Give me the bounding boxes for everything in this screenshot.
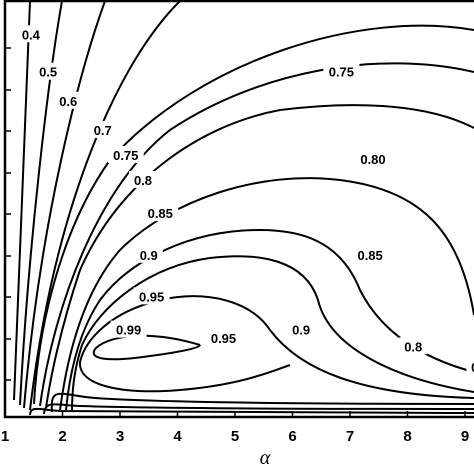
contour-labels: 0.40.50.60.70.750.750.80.80.800.850.850.… <box>16 25 474 376</box>
contour-label: 0.85 <box>357 248 382 263</box>
contour-label-background <box>34 62 63 80</box>
contour-line <box>92 334 201 361</box>
contour-line <box>45 104 474 409</box>
contour-label-background <box>205 328 242 346</box>
contour-label-background <box>88 120 117 138</box>
contour-label: 0.75 <box>329 65 354 80</box>
contour-label: 0.4 <box>22 27 41 42</box>
contour-label: 0. <box>471 360 474 375</box>
contour-line <box>65 228 474 411</box>
contour-label: 0.8 <box>404 339 422 354</box>
contour-line <box>29 0 181 411</box>
contour-label-background <box>134 245 163 263</box>
x-tick-label: 4 <box>173 428 182 445</box>
contour-label-background <box>133 287 170 305</box>
contour-line <box>13 0 31 401</box>
x-tick-label: 1 <box>1 428 9 445</box>
x-tick-label: 3 <box>116 428 124 445</box>
contour-label: 0.75 <box>113 148 138 163</box>
contour-label-background <box>466 358 474 376</box>
contour-line <box>50 392 474 413</box>
contour-label: 0.95 <box>211 331 236 346</box>
contour-label-background <box>142 204 179 222</box>
plot-frame <box>3 0 474 419</box>
contour-label: 0.6 <box>59 94 77 109</box>
contour-label-background <box>54 91 83 109</box>
contour-line <box>71 255 474 413</box>
contour-label: 0.8 <box>134 173 152 188</box>
contour-label-background <box>107 145 144 163</box>
contour-line <box>43 403 474 415</box>
x-axis-title: α <box>260 447 271 469</box>
contour-line <box>29 407 474 416</box>
contour-label-background <box>110 320 147 338</box>
contour-label-background <box>129 170 157 188</box>
contour-label: 0.7 <box>94 123 112 138</box>
contour-line <box>39 62 474 407</box>
contour-line <box>78 295 474 399</box>
contour-label-background <box>355 150 391 168</box>
contour-label-background <box>287 320 316 338</box>
x-tick-label: 6 <box>288 428 296 445</box>
contour-label: 0.9 <box>140 248 158 263</box>
contour-label-background <box>323 62 360 80</box>
x-tick-label: 7 <box>346 428 354 445</box>
x-tick-label: 9 <box>461 428 469 445</box>
contour-label: 0.99 <box>116 323 141 338</box>
contour-label-background <box>16 25 45 43</box>
contour-label: 0.95 <box>139 289 164 304</box>
contour-line <box>59 177 474 411</box>
contour-label-background <box>352 245 389 263</box>
x-tick-label: 8 <box>403 428 411 445</box>
x-tick-label: 5 <box>231 428 239 445</box>
contour-label: 0.80 <box>360 152 385 167</box>
contour-label: 0.5 <box>39 65 57 80</box>
x-tick-label: 2 <box>58 428 66 445</box>
contour-line <box>19 0 63 406</box>
contour-line <box>23 0 106 409</box>
contour-label-background <box>399 337 428 355</box>
contour-label: 0.85 <box>148 206 173 221</box>
contour-label: 0.9 <box>292 323 310 338</box>
